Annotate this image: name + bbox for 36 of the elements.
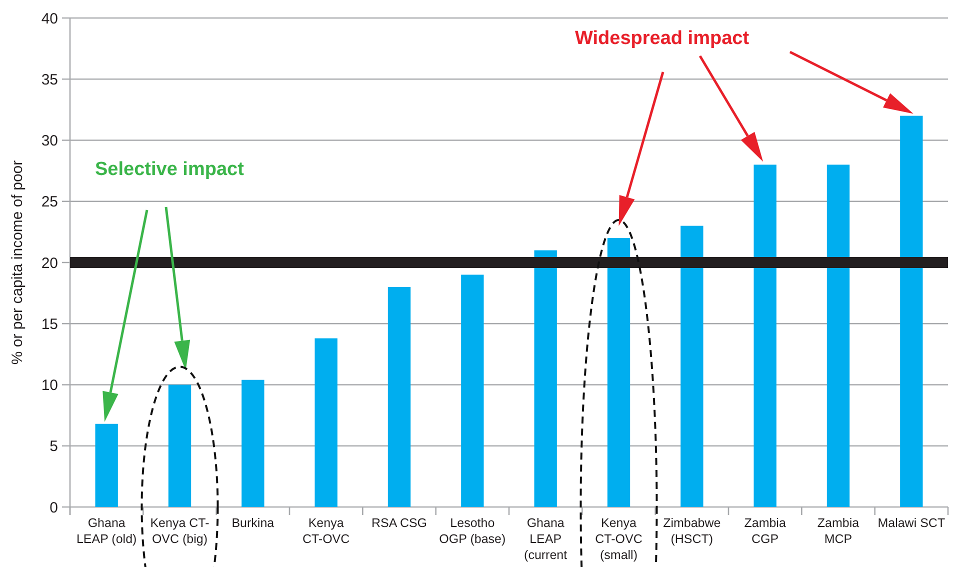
bar [242,380,264,507]
y-tick-label: 10 [41,377,58,394]
x-tick-label: RSA CSG [371,516,428,530]
y-tick-label: 30 [41,132,58,150]
bar [607,238,630,507]
y-tick-label: 5 [50,438,58,456]
x-tick-label: Lesotho OGP (base) [439,516,506,546]
y-axis-title: % or per capita income of poor [9,160,26,365]
bar [754,164,776,507]
bar [826,164,850,507]
x-tick-label: Kenya CT-OVC [302,516,350,546]
annotation: Widespread impact [575,28,750,49]
y-tick-label: 40 [41,10,58,28]
y-tick-label: 25 [41,194,58,211]
y-tick-label: 15 [41,316,58,333]
y-tick-label: 0 [50,499,58,516]
x-tick-label: Zimbabwe (HSCT) [663,516,721,546]
y-tick-label: 20 [41,254,58,272]
x-tick-label: Zambia MCP [817,516,860,546]
bar [95,424,118,507]
bar [388,286,411,507]
x-tick-label: Zambia CGP [744,516,786,546]
x-tick-label: Malawi SCT [878,516,946,530]
x-tick-label: Burkina [232,516,274,530]
x-tick-label: Ghana LEAP (current [524,516,568,562]
x-tick-label: Kenya CT-OVC (small) [595,516,642,562]
x-tick-label: Kenya CT- OVC (big) [150,516,210,546]
bar [900,116,923,507]
annotation: Selective impact [95,159,245,180]
bar [168,384,192,507]
bar [314,338,338,507]
y-tick-label: 35 [41,71,58,88]
bar [461,274,484,507]
bar [680,226,704,507]
x-tick-label: Ghana LEAP (old) [76,516,137,546]
bar [534,250,557,507]
